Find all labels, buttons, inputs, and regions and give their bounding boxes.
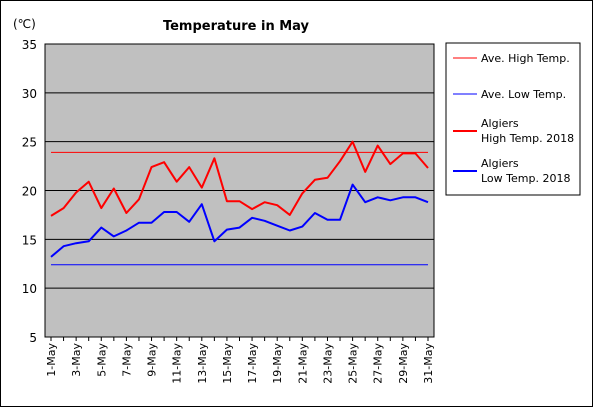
series-lines [50, 140, 429, 266]
legend-label: Algiers Low Temp. 2018 [481, 157, 570, 185]
x-tick-label: 25-May [347, 343, 360, 384]
x-tick-label: 29-May [397, 343, 410, 384]
y-tick-label: 20 [22, 185, 37, 199]
x-tick-label: 15-May [221, 343, 234, 384]
x-tick-label: 17-May [246, 343, 259, 384]
x-tick-label: 7-May [120, 343, 133, 377]
x-tick-label: 19-May [271, 343, 284, 384]
y-tick-label: 35 [22, 38, 37, 52]
x-tick-label: 11-May [171, 343, 184, 384]
x-tick-label: 9-May [146, 343, 159, 377]
x-tick-label: 5-May [95, 343, 108, 377]
x-tick-label: 27-May [372, 343, 385, 384]
chart-title: Temperature in May [163, 19, 310, 34]
y-tick-label: 30 [22, 87, 37, 101]
x-tick-label: 1-May [45, 343, 58, 377]
y-unit-label: (℃) [13, 17, 36, 31]
legend-label: Ave. High Temp. [481, 52, 570, 65]
y-tick-label: 15 [22, 233, 37, 247]
y-tick-label: 5 [29, 331, 37, 345]
legend-label: Ave. Low Temp. [481, 88, 566, 101]
series-line-4 [50, 183, 429, 258]
legend: Ave. High Temp. Ave. Low Temp. Algiers High… [445, 42, 581, 196]
x-tick-label: 21-May [296, 343, 309, 384]
x-tick-label: 3-May [70, 343, 83, 377]
x-tick-label: 31-May [422, 343, 435, 384]
grid-lines [45, 92, 434, 289]
legend-label: Algiers High Temp. 2018 [481, 117, 574, 145]
legend-box [445, 42, 581, 196]
y-axis-ticks: 5 10 15 20 25 30 35 [22, 38, 37, 345]
x-tick-label: 23-May [321, 343, 334, 384]
x-axis-ticks: 1-May 3-May 5-May 7-May 9-May 11-May 13-May 15-… [45, 337, 435, 384]
x-tick-label: 13-May [196, 343, 209, 384]
y-tick-label: 25 [22, 136, 37, 150]
series-line-3 [50, 140, 429, 217]
y-tick-label: 10 [22, 282, 37, 296]
